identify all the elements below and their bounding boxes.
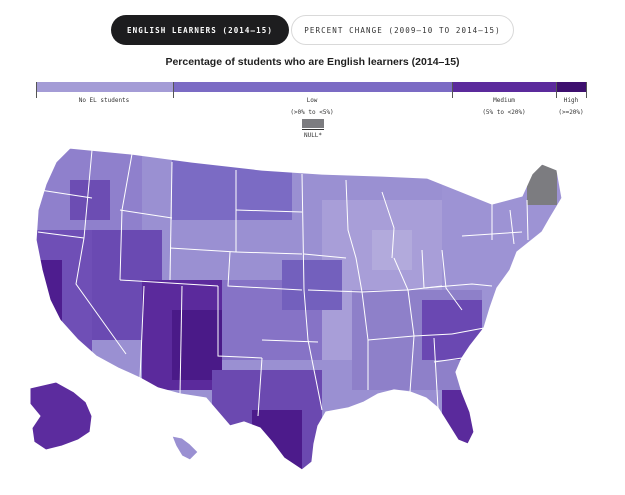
legend-label-high: High	[563, 97, 579, 104]
legend-range-low: (>0% to <5%)	[290, 109, 334, 116]
legend-range-medium: (5% to <20%)	[482, 109, 526, 116]
alaska-hawaii-borders	[29, 381, 199, 461]
legend-tick	[556, 82, 557, 98]
tab-percent-change[interactable]: PERCENT CHANGE (2009–10 TO 2014–15)	[291, 15, 514, 45]
legend-label-low: Low	[306, 97, 318, 104]
tab-english-learners[interactable]: ENGLISH LEARNERS (2014–15)	[111, 15, 289, 45]
county-fill	[30, 148, 562, 470]
legend-swatch-high	[556, 82, 587, 92]
legend-null-rule	[302, 129, 324, 130]
map-title: Percentage of students who are English l…	[165, 56, 460, 68]
map-canvas[interactable]	[22, 140, 612, 485]
legend-label-medium: Medium	[493, 97, 515, 104]
legend-swatch-low	[173, 82, 452, 92]
legend-label-null: NULL*	[303, 132, 323, 139]
state-borders	[35, 147, 563, 471]
legend-tick	[173, 82, 174, 98]
legend-label-no-el: No EL students	[78, 97, 130, 104]
legend-swatch-medium	[452, 82, 556, 92]
legend-swatch-null	[302, 119, 324, 128]
legend-tick	[452, 82, 453, 98]
legend-range-high: (>=20%)	[558, 109, 584, 116]
view-tabs: ENGLISH LEARNERS (2014–15) PERCENT CHANG…	[111, 15, 514, 47]
legend-tick	[36, 82, 37, 98]
us-county-map[interactable]	[22, 140, 612, 485]
map-legend: No EL students Low (>0% to <5%) Medium (…	[36, 82, 587, 152]
legend-tick	[586, 82, 587, 98]
legend-swatch-no-el	[36, 82, 173, 92]
